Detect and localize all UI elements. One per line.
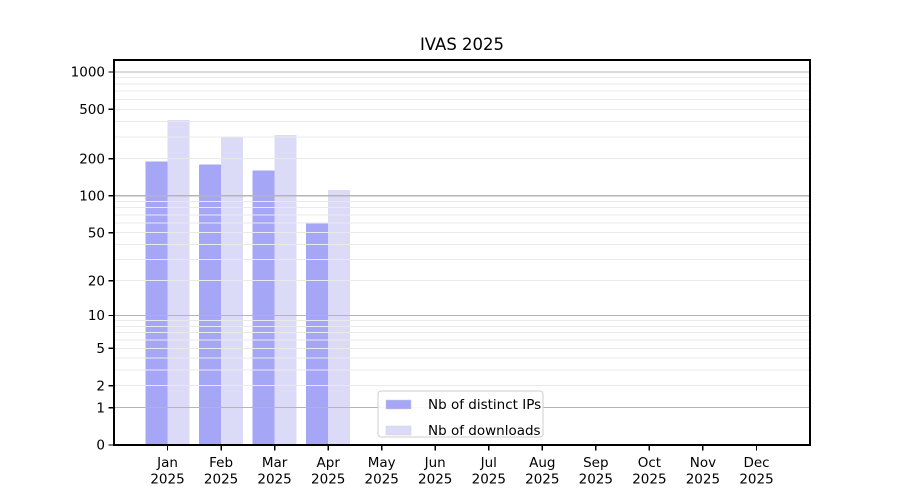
bar-nb-of-downloads-mar	[274, 135, 297, 445]
y-axis-tick-label-10: 10	[88, 308, 105, 324]
y-axis-tick-label-500: 500	[79, 102, 105, 118]
x-axis-year-label-oct: 2025	[632, 472, 666, 488]
y-axis-tick-label-1000: 1000	[71, 65, 105, 81]
legend-label-nb-of-downloads: Nb of downloads	[428, 423, 541, 439]
y-axis-tick-label-0: 0	[96, 438, 105, 454]
bar-nb-of-distinct-ips-mar	[252, 170, 275, 445]
y-axis-tick-label-50: 50	[88, 225, 105, 241]
x-axis-month-label-jul: Jul	[480, 455, 497, 471]
x-axis-month-label-may: May	[368, 455, 396, 471]
legend-swatch-nb-of-distinct-ips	[385, 399, 412, 410]
y-axis-tick-label-100: 100	[79, 189, 105, 205]
x-axis-year-label-jun: 2025	[418, 472, 452, 488]
plot-frame	[113, 59, 811, 446]
y-axis-tick-label-20: 20	[88, 273, 105, 289]
x-axis-month-label-feb: Feb	[209, 455, 233, 471]
x-axis-year-label-nov: 2025	[686, 472, 720, 488]
x-axis-year-label-jul: 2025	[472, 472, 506, 488]
x-axis-month-label-aug: Aug	[529, 455, 555, 471]
x-axis-year-label-jan: 2025	[150, 472, 184, 488]
bar-nb-of-distinct-ips-jan	[145, 161, 168, 445]
x-axis-year-label-sep: 2025	[579, 472, 613, 488]
x-axis-month-label-sep: Sep	[583, 455, 608, 471]
x-axis-year-label-dec: 2025	[739, 472, 773, 488]
y-axis-tick-label-2: 2	[96, 378, 105, 394]
x-axis-year-label-aug: 2025	[525, 472, 559, 488]
x-axis-month-label-jun: Jun	[424, 455, 446, 471]
legend-label-nb-of-distinct-ips: Nb of distinct IPs	[428, 397, 541, 413]
bar-nb-of-distinct-ips-apr	[306, 223, 329, 445]
y-axis-tick-label-1: 1	[96, 400, 105, 416]
x-axis-year-label-feb: 2025	[204, 472, 238, 488]
x-axis-year-label-apr: 2025	[311, 472, 345, 488]
bar-nb-of-distinct-ips-feb	[199, 164, 222, 446]
y-axis-tick-label-5: 5	[96, 341, 105, 357]
chart-title: IVAS 2025	[419, 35, 505, 54]
bar-nb-of-downloads-jan	[167, 120, 190, 445]
legend-box	[377, 390, 544, 438]
x-axis-year-label-may: 2025	[365, 472, 399, 488]
x-axis-month-label-nov: Nov	[690, 455, 716, 471]
x-axis-month-label-mar: Mar	[262, 455, 288, 471]
legend-swatch-nb-of-downloads	[385, 425, 412, 436]
y-axis-tick-label-200: 200	[79, 151, 105, 167]
x-axis-month-label-jan: Jan	[156, 455, 178, 471]
bar-nb-of-downloads-feb	[221, 136, 244, 445]
x-axis-month-label-apr: Apr	[317, 455, 341, 471]
x-axis-year-label-mar: 2025	[257, 472, 291, 488]
x-axis-month-label-oct: Oct	[638, 455, 661, 471]
x-axis-month-label-dec: Dec	[743, 455, 769, 471]
bar-nb-of-downloads-apr	[328, 189, 351, 445]
